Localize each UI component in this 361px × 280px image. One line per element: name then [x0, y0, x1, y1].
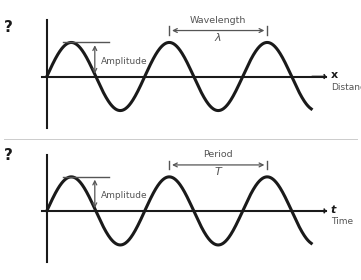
Text: ?: ? — [4, 148, 13, 164]
Text: ?: ? — [4, 20, 13, 35]
Text: Period: Period — [203, 150, 233, 159]
Text: T: T — [215, 167, 222, 177]
Text: Distance: Distance — [331, 83, 361, 92]
Text: t: t — [331, 205, 336, 215]
Text: Wavelength: Wavelength — [190, 16, 247, 25]
Text: Amplitude: Amplitude — [101, 57, 147, 66]
Text: Amplitude: Amplitude — [101, 191, 147, 200]
Text: Time: Time — [331, 217, 353, 226]
Text: λ: λ — [215, 33, 222, 43]
Text: x: x — [331, 71, 338, 80]
